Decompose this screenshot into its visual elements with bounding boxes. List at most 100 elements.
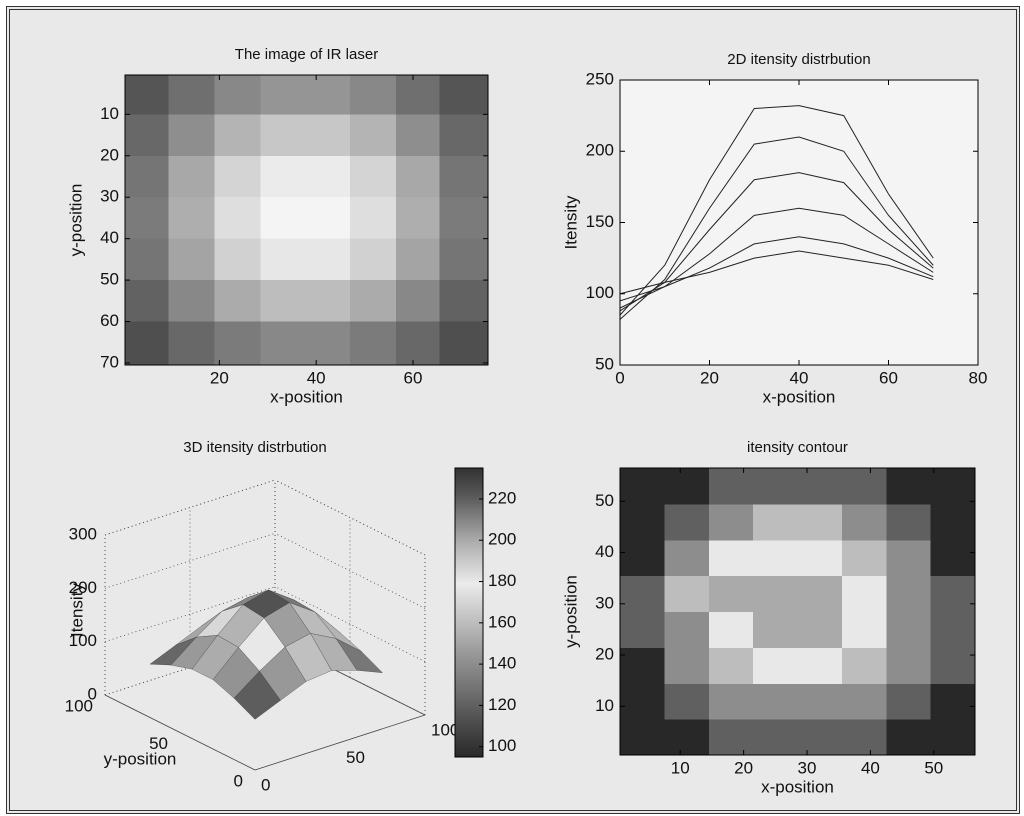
z-tick-label: 0 [88,684,97,703]
cell [260,197,305,240]
z-tick-label: 100 [69,631,97,650]
cell [753,683,798,720]
chart-title: itensity contour [747,439,848,456]
cell [797,468,843,505]
cell [664,503,710,541]
cell [664,611,710,648]
cell [304,155,351,198]
cell [930,611,976,648]
cell [886,611,932,648]
colorbar-tick-label: 160 [488,612,516,631]
cell [396,75,441,115]
cell [214,197,262,240]
cell [214,114,262,157]
cell [620,719,665,756]
colorbar-tick-label: 200 [488,530,516,549]
surface-patch [233,671,281,720]
cell [930,719,976,756]
cell [439,197,489,240]
y-axis-label: Itensity [561,195,580,249]
axes-edge [254,714,426,771]
cell [708,647,754,684]
cell [214,155,262,198]
cell [168,197,216,240]
cell [260,75,305,115]
cell [753,647,798,684]
y-axis-label: y-position [104,749,177,768]
chart-title: 2D itensity distrbution [727,51,870,68]
cell [753,575,798,612]
chart-title: The image of IR laser [235,46,378,63]
cell [797,503,843,541]
cell [841,611,887,648]
cell [396,197,441,240]
cell [304,197,351,240]
x-tick-label: 30 [798,758,817,777]
cell [886,683,932,720]
cell [439,114,489,157]
colorbar-tick-label: 120 [488,695,516,714]
y-tick-label: 50 [595,491,614,510]
cell [886,468,932,505]
cell [350,321,397,366]
x-tick-label: 0 [261,775,270,794]
cell [260,280,305,322]
cell [214,321,262,366]
cell [304,114,351,157]
cell [439,75,489,115]
cell [753,719,798,756]
cell [708,468,754,505]
x-tick-label: 60 [879,368,898,387]
y-tick-label: 40 [595,542,614,561]
cell [439,321,489,366]
x-tick-label: 40 [790,368,809,387]
cell [620,647,665,684]
y-tick-label: 40 [100,228,119,247]
cell [260,114,305,157]
cell [797,683,843,720]
cell [350,197,397,240]
colorbar-tick-label: 180 [488,571,516,590]
y-tick-label: 30 [595,593,614,612]
cell [930,503,976,541]
cell [350,238,397,281]
cell [886,647,932,684]
y-tick-label: 10 [100,104,119,123]
axes-frame [124,74,489,366]
y-axis-label: y-position [561,575,580,648]
z-axis-label: Itensity [67,583,86,637]
cell [396,114,441,157]
cell [396,238,441,281]
colorbar-tick-label: 140 [488,654,516,673]
x-tick-label: 20 [734,758,753,777]
cell [304,321,351,366]
cell [168,155,216,198]
cell [125,155,170,198]
cell [304,238,351,281]
colorbar-tick-label: 220 [488,488,516,507]
cell [439,280,489,322]
cell [708,503,754,541]
line [619,136,934,320]
cell [350,114,397,157]
cell [753,468,798,505]
x-tick-label: 100 [431,720,459,739]
y-tick-label: 150 [586,212,614,231]
cell [168,321,216,366]
cell [797,611,843,648]
cell [620,683,665,720]
cell [841,468,887,505]
axes-frame [619,467,976,756]
colorbar [454,467,484,758]
z-tick-label: 200 [69,578,97,597]
y-tick-label: 50 [595,354,614,373]
line [619,105,934,316]
cell [260,321,305,366]
cell [797,575,843,612]
y-tick-label: 50 [149,734,168,753]
cell [439,238,489,281]
cell [930,683,976,720]
line [619,250,934,295]
cell [708,575,754,612]
cell [664,575,710,612]
